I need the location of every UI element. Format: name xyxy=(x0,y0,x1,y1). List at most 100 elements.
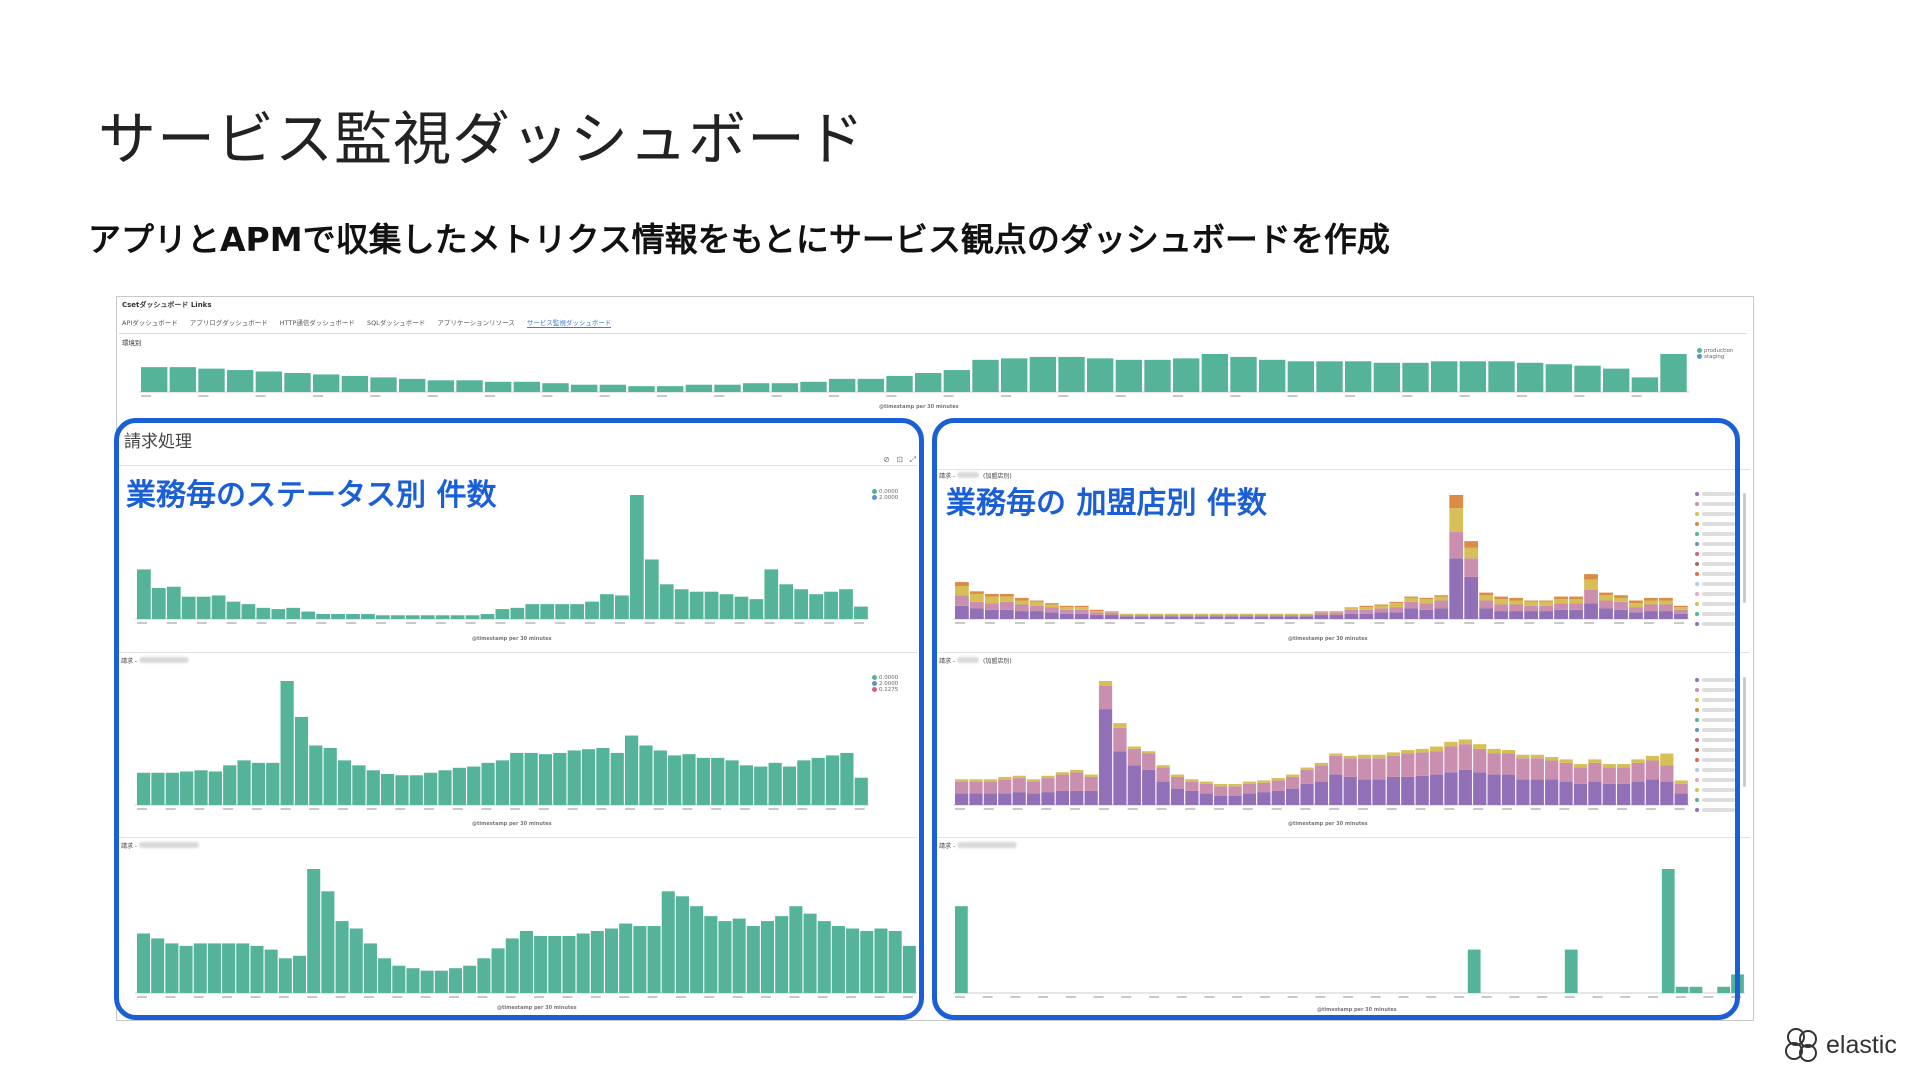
right_merchant_1-bar[interactable] xyxy=(1269,613,1284,616)
right_merchant_1-bar[interactable] xyxy=(1179,616,1194,619)
left_status_3-bar[interactable] xyxy=(349,928,363,993)
right_merchant_1-bar[interactable] xyxy=(1194,613,1209,616)
right_merchant_2-bar[interactable] xyxy=(1415,748,1429,753)
right_merchant_2-bar[interactable] xyxy=(1617,783,1631,805)
right_merchant_1-bar[interactable] xyxy=(1584,574,1598,580)
right_merchant_1-bar[interactable] xyxy=(1449,558,1464,619)
left_status_1-bar[interactable] xyxy=(779,584,794,619)
left_status_1-bar[interactable] xyxy=(809,594,823,619)
right_merchant_1-bar[interactable] xyxy=(1629,600,1643,604)
left_status_1-bar[interactable] xyxy=(704,591,719,619)
right_merchant_1-bar[interactable] xyxy=(1554,603,1568,610)
left_status_2-bar[interactable] xyxy=(409,775,423,805)
top_env-bar[interactable] xyxy=(1173,358,1200,392)
left_status_2-bar[interactable] xyxy=(596,747,610,805)
top_env-bar[interactable] xyxy=(1230,356,1257,392)
right_merchant_1-bar[interactable] xyxy=(1584,589,1598,604)
top_env-bar[interactable] xyxy=(1029,356,1057,392)
right_merchant_1-bar[interactable] xyxy=(1479,608,1494,619)
top_env-bar[interactable] xyxy=(542,383,569,392)
left_status_3-bar[interactable] xyxy=(491,948,505,993)
right_merchant_2-bar[interactable] xyxy=(1559,762,1573,782)
legend-item[interactable] xyxy=(1695,755,1735,765)
left_status_2-bar[interactable] xyxy=(337,760,352,805)
right_merchant_2-bar[interactable] xyxy=(1012,792,1026,805)
top_env-bar[interactable] xyxy=(886,375,913,392)
legend-item[interactable] xyxy=(1695,765,1735,775)
right_merchant_1-bar[interactable] xyxy=(1149,616,1164,619)
right_merchant_1-bar[interactable] xyxy=(1584,579,1598,590)
right_merchant_2-bar[interactable] xyxy=(1214,795,1228,805)
right_merchant_1-bar[interactable] xyxy=(1074,605,1089,608)
right_merchant_1-bar[interactable] xyxy=(1194,615,1209,617)
legend-item[interactable] xyxy=(1695,509,1735,519)
right_merchant_2-bar[interactable] xyxy=(1242,783,1257,794)
top_env-bar[interactable] xyxy=(227,370,254,392)
right_merchant_2-bar[interactable] xyxy=(1501,774,1516,805)
right_merchant_1-bar[interactable] xyxy=(1029,605,1044,612)
right_merchant_1-bar[interactable] xyxy=(1014,597,1029,601)
right_merchant_1-bar[interactable] xyxy=(1299,616,1314,619)
left_status_3-bar[interactable] xyxy=(732,918,746,993)
right_merchant_1-bar[interactable] xyxy=(1164,613,1179,616)
right_merchant_1-bar[interactable] xyxy=(1539,601,1553,606)
right_merchant_1-bar[interactable] xyxy=(1299,613,1314,616)
right_merchant_1-bar[interactable] xyxy=(1224,615,1239,617)
left_status_1-bar[interactable] xyxy=(465,615,480,619)
right_merchant_1-bar[interactable] xyxy=(1674,609,1688,614)
left_status_1-bar[interactable] xyxy=(600,594,614,619)
right_merchant_2-bar[interactable] xyxy=(1415,752,1429,776)
top_env-bar[interactable] xyxy=(1402,362,1429,392)
left_status_1-bar[interactable] xyxy=(719,594,734,619)
right_merchant_2-bar[interactable] xyxy=(1487,753,1501,775)
right_merchant_2-bar[interactable] xyxy=(1156,765,1170,768)
right_merchant_2-bar[interactable] xyxy=(1343,758,1357,777)
right_merchant_1-bar[interactable] xyxy=(1074,613,1089,619)
right_merchant_1-bar[interactable] xyxy=(1629,607,1643,613)
top_env-bar[interactable] xyxy=(399,378,426,392)
top_env-bar[interactable] xyxy=(1488,361,1515,392)
right_merchant_2-bar[interactable] xyxy=(1199,793,1213,805)
legend-left2-c[interactable]: 0.1275 xyxy=(879,687,899,693)
left_status_3-bar[interactable] xyxy=(179,945,193,993)
left_status_3-bar[interactable] xyxy=(193,943,207,993)
left_status_1-bar[interactable] xyxy=(390,615,405,619)
left_status_1-bar[interactable] xyxy=(659,584,674,619)
left_status_1-bar[interactable] xyxy=(824,591,838,619)
top_env-bar[interactable] xyxy=(255,371,283,392)
right_merchant_1-bar[interactable] xyxy=(1449,495,1464,509)
right_merchant_1-bar[interactable] xyxy=(1374,604,1389,606)
right_merchant_1-bar[interactable] xyxy=(1404,596,1419,598)
right_merchant_2-bar[interactable] xyxy=(1343,755,1357,759)
top_env-bar[interactable] xyxy=(1087,358,1114,392)
legend-scrollbar[interactable] xyxy=(1743,677,1746,787)
legend-item[interactable] xyxy=(1695,705,1735,715)
left_status_3-bar[interactable] xyxy=(477,958,491,993)
left_status_3-bar[interactable] xyxy=(831,926,845,993)
right_merchant_2-bar[interactable] xyxy=(1300,767,1314,770)
tab-http[interactable]: HTTP通信ダッシュボード xyxy=(279,319,355,327)
right_merchant_1-bar[interactable] xyxy=(1149,615,1164,617)
left_status_1-bar[interactable] xyxy=(764,569,779,619)
left_status_1-bar[interactable] xyxy=(644,559,659,619)
right_merchant_1-bar[interactable] xyxy=(1089,612,1104,616)
right_merchant_1-bar[interactable] xyxy=(1374,608,1389,613)
tab-app-log[interactable]: アプリログダッシュボード xyxy=(189,319,268,327)
right_merchant_2-bar[interactable] xyxy=(955,779,969,782)
right_merchant_2-bar[interactable] xyxy=(1257,782,1271,793)
left_status_2-bar[interactable] xyxy=(481,762,495,805)
right_merchant_2-bar[interactable] xyxy=(1170,774,1185,777)
right_merchant_2-bar[interactable] xyxy=(1617,764,1631,768)
left_status_3-bar[interactable] xyxy=(463,965,477,993)
panel-icons[interactable]: ⊘ ⊡ ⤢ xyxy=(883,455,918,464)
left_status_1-bar[interactable] xyxy=(615,595,629,619)
right_merchant_2-bar[interactable] xyxy=(1357,779,1372,805)
left_status_3-bar[interactable] xyxy=(775,916,789,993)
left_status_3-bar[interactable] xyxy=(902,945,916,993)
right_merchant_2-bar[interactable] xyxy=(1070,769,1084,773)
right_merchant_3-bar[interactable] xyxy=(955,906,968,993)
top_env-bar[interactable] xyxy=(1373,362,1401,392)
top_env-bar[interactable] xyxy=(456,380,483,392)
right_merchant_2-bar[interactable] xyxy=(1098,709,1113,805)
right_merchant_2-bar[interactable] xyxy=(1055,772,1069,775)
